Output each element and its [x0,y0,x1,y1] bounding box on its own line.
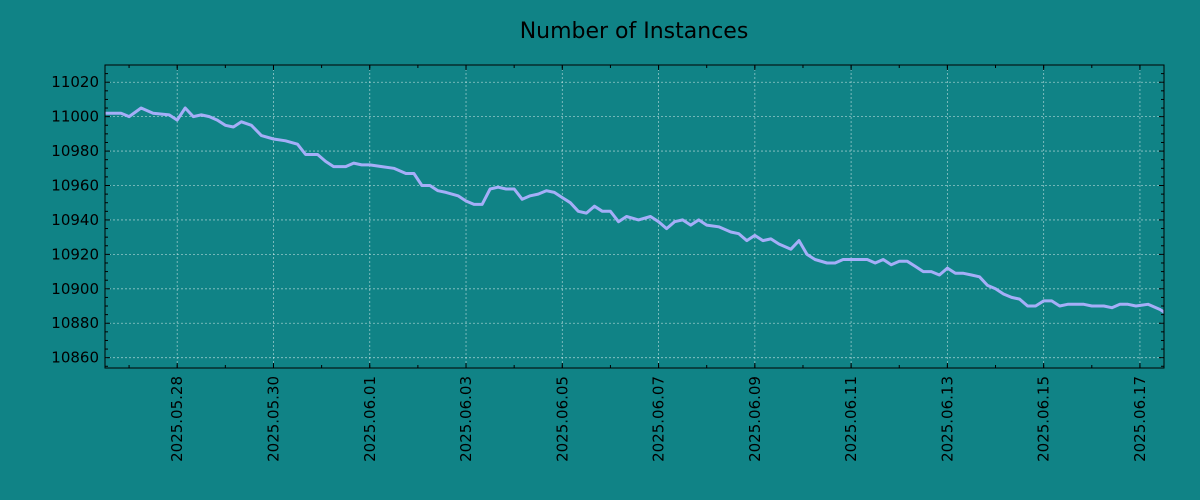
grid [105,65,1164,368]
x-tick-label: 2025.05.30 [264,376,282,462]
chart-title: Number of Instances [520,19,749,44]
series-layer [105,106,1164,314]
y-tick-label: 10940 [51,211,99,229]
x-tick-label: 2025.06.09 [746,376,764,462]
y-axis-labels: 10860 10880 10900 10920 10940 10960 10980 11000… [51,73,99,366]
y-tick-label: 11020 [51,73,99,91]
y-tick-label: 11000 [51,108,99,126]
x-tick-label: 2025.05.28 [168,376,186,462]
x-tick-label: 2025.06.01 [361,376,379,462]
y-tick-label: 10960 [51,177,99,195]
x-tick-label: 2025.06.05 [553,376,571,462]
y-tick-label: 10900 [51,280,99,298]
x-tick-label: 2025.06.15 [1035,376,1053,462]
x-axis-labels: 2025.05.28 2025.05.30 2025.06.01 2025.06.03… [168,376,1149,462]
y-tick-label: 10980 [51,142,99,160]
plot-frame [104,64,1165,369]
y-tick-label: 10860 [51,349,99,367]
axis-ticks [105,64,1164,368]
y-tick-label: 10920 [51,245,99,263]
series-line-0 [105,106,1164,314]
x-tick-label: 2025.06.13 [938,376,956,462]
x-tick-label: 2025.06.03 [457,376,475,462]
x-tick-label: 2025.06.07 [650,376,668,462]
x-tick-label: 2025.06.17 [1131,376,1149,462]
y-tick-label: 10880 [51,314,99,332]
x-tick-label: 2025.06.11 [842,376,860,462]
